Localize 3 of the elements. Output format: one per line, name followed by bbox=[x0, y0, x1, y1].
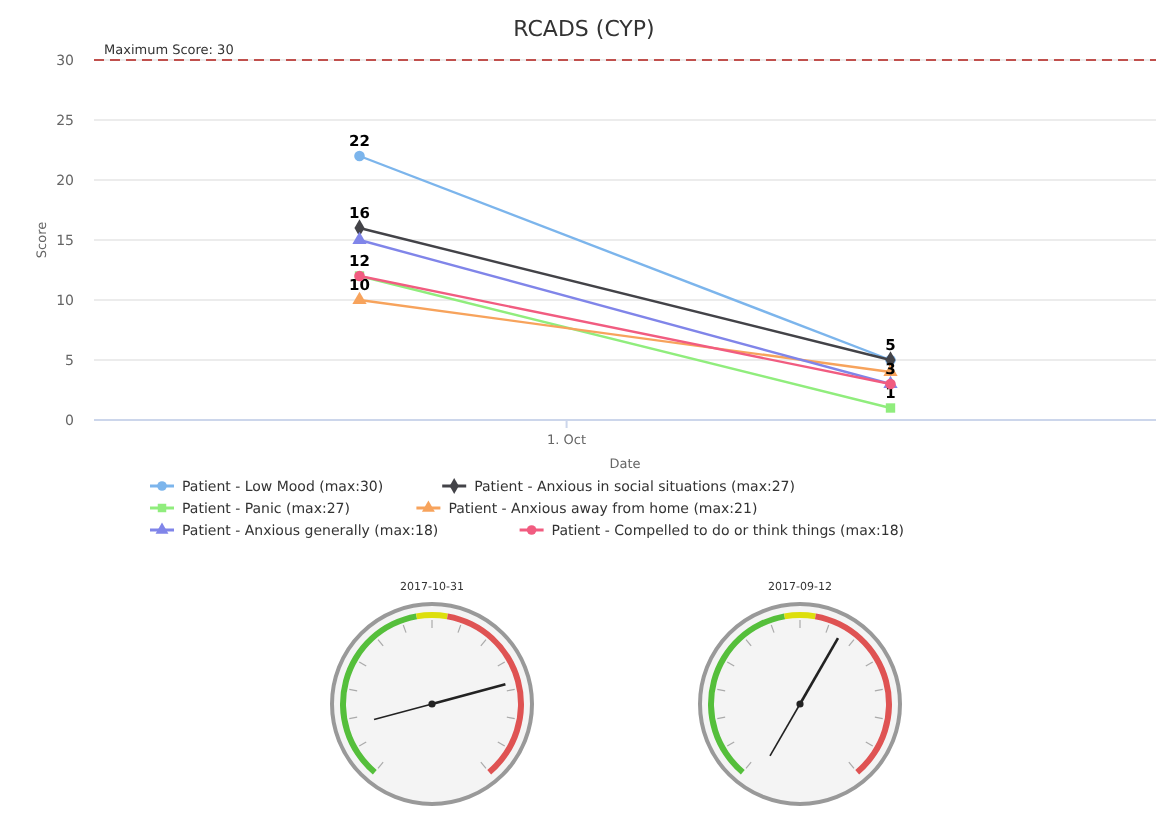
point bbox=[354, 150, 365, 162]
chart-title: RCADS (CYP) bbox=[513, 16, 655, 42]
point bbox=[885, 403, 896, 413]
